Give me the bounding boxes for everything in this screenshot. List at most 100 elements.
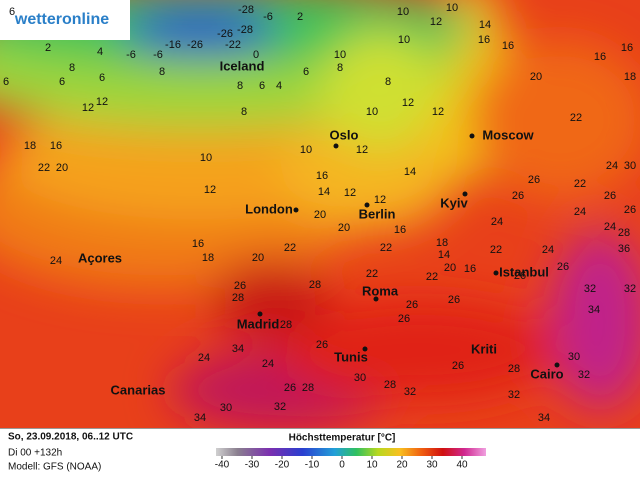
temperature-label: 30 bbox=[354, 372, 366, 384]
temperature-label: 14 bbox=[438, 249, 450, 261]
temperature-label: 8 bbox=[69, 62, 75, 74]
legend-tick-label: -20 bbox=[275, 460, 290, 471]
temperature-label: 6 bbox=[3, 76, 9, 88]
legend-tick-label: -10 bbox=[305, 460, 320, 471]
temperature-label: 12 bbox=[432, 106, 444, 118]
temperature-label: 20 bbox=[314, 209, 326, 221]
temperature-label: 16 bbox=[594, 51, 606, 63]
temperature-label: -26 bbox=[187, 39, 203, 51]
temperature-label: 22 bbox=[38, 162, 50, 174]
temperature-label: 16 bbox=[502, 40, 514, 52]
legend-tick-label: -30 bbox=[245, 460, 260, 471]
temperature-label: 8 bbox=[241, 106, 247, 118]
temperature-label: 12 bbox=[344, 187, 356, 199]
city-label: Kriti bbox=[471, 341, 497, 356]
temperature-label: 18 bbox=[436, 237, 448, 249]
temperature-label: 6 bbox=[99, 72, 105, 84]
model: Modell: GFS (NOAA) bbox=[8, 462, 101, 473]
temperature-label: 28 bbox=[309, 279, 321, 291]
temperature-label: 4 bbox=[97, 46, 103, 58]
temperature-label: 24 bbox=[574, 206, 586, 218]
temperature-label: 32 bbox=[404, 386, 416, 398]
temperature-label: 12 bbox=[430, 16, 442, 28]
temperature-label: 14 bbox=[479, 19, 491, 31]
city-label: Iceland bbox=[220, 58, 265, 73]
temperature-label: 16 bbox=[394, 224, 406, 236]
city-dot bbox=[364, 202, 370, 208]
city-label: Açores bbox=[78, 250, 122, 265]
temperature-label: 34 bbox=[232, 343, 244, 355]
temperature-label: 20 bbox=[338, 222, 350, 234]
date: So, 23.09.2018, 06..12 UTC bbox=[8, 432, 133, 443]
temperature-label: 32 bbox=[584, 283, 596, 295]
temperature-label: 36 bbox=[618, 243, 630, 255]
temperature-label: 10 bbox=[300, 144, 312, 156]
temperature-label: 26 bbox=[316, 339, 328, 351]
temperature-label: 20 bbox=[56, 162, 68, 174]
temperature-label: 26 bbox=[284, 382, 296, 394]
city-label: Canarias bbox=[111, 382, 166, 397]
temperature-label: 22 bbox=[570, 112, 582, 124]
temperature-label: 2 bbox=[297, 11, 303, 23]
city-label: Kyiv bbox=[440, 195, 468, 210]
temperature-label: 26 bbox=[406, 299, 418, 311]
city-dot bbox=[373, 296, 379, 302]
legend-tick-label: 30 bbox=[426, 460, 438, 471]
temperature-label: 14 bbox=[404, 166, 416, 178]
temperature-label: 10 bbox=[398, 34, 410, 46]
temperature-label: 26 bbox=[514, 270, 526, 282]
temperature-label: 22 bbox=[574, 178, 586, 190]
temperature-label: 10 bbox=[366, 106, 378, 118]
temperature-label: 24 bbox=[491, 216, 503, 228]
temperature-label: 8 bbox=[159, 66, 165, 78]
temperature-label: -28 bbox=[238, 4, 254, 16]
temperature-label: 10 bbox=[446, 2, 458, 14]
temperature-label: 26 bbox=[452, 360, 464, 372]
temperature-label: 28 bbox=[384, 379, 396, 391]
map-background bbox=[0, 0, 640, 428]
temperature-label: 28 bbox=[618, 227, 630, 239]
temperature-label: 22 bbox=[366, 268, 378, 280]
legend-tick-label: 0 bbox=[339, 460, 345, 471]
temperature-label: -22 bbox=[225, 39, 241, 51]
temperature-label: 32 bbox=[274, 401, 286, 413]
temperature-label: 24 bbox=[542, 244, 554, 256]
temperature-label: 26 bbox=[604, 190, 616, 202]
temperature-label: 30 bbox=[220, 402, 232, 414]
city-dot bbox=[362, 346, 368, 352]
temperature-label: 26 bbox=[528, 174, 540, 186]
city-dot bbox=[469, 133, 475, 139]
temperature-label: 16 bbox=[192, 238, 204, 250]
legend-tick-label: 20 bbox=[396, 460, 408, 471]
city-dot bbox=[493, 270, 499, 276]
temperature-label: 20 bbox=[530, 71, 542, 83]
temperature-label: -6 bbox=[126, 49, 136, 61]
city-label: Madrid bbox=[237, 316, 280, 331]
city-label: Roma bbox=[362, 283, 399, 298]
temperature-label: 16 bbox=[621, 42, 633, 54]
temperature-label: 12 bbox=[82, 102, 94, 114]
temperature-label: 28 bbox=[508, 363, 520, 375]
temperature-label: 6 bbox=[59, 76, 65, 88]
temperature-label: 28 bbox=[302, 382, 314, 394]
temperature-label: 30 bbox=[568, 351, 580, 363]
temperature-label: 28 bbox=[232, 292, 244, 304]
temperature-label: 4 bbox=[276, 80, 282, 92]
temperature-label: 26 bbox=[234, 280, 246, 292]
temperature-label: 6 bbox=[303, 66, 309, 78]
temperature-label: 18 bbox=[624, 71, 636, 83]
temperature-label: 6 bbox=[259, 80, 265, 92]
temperature-label: 12 bbox=[356, 144, 368, 156]
legend-title: Höchsttemperatur [°C] bbox=[289, 433, 396, 444]
temperature-label: 32 bbox=[508, 389, 520, 401]
temperature-label: 18 bbox=[202, 252, 214, 264]
temperature-label: 34 bbox=[588, 304, 600, 316]
temperature-label: 24 bbox=[198, 352, 210, 364]
temperature-label: 22 bbox=[426, 271, 438, 283]
temperature-label: -16 bbox=[165, 39, 181, 51]
temperature-label: 16 bbox=[316, 170, 328, 182]
temperature-label: 26 bbox=[512, 190, 524, 202]
temperature-label: 10 bbox=[334, 49, 346, 61]
temperature-label: 24 bbox=[604, 221, 616, 233]
